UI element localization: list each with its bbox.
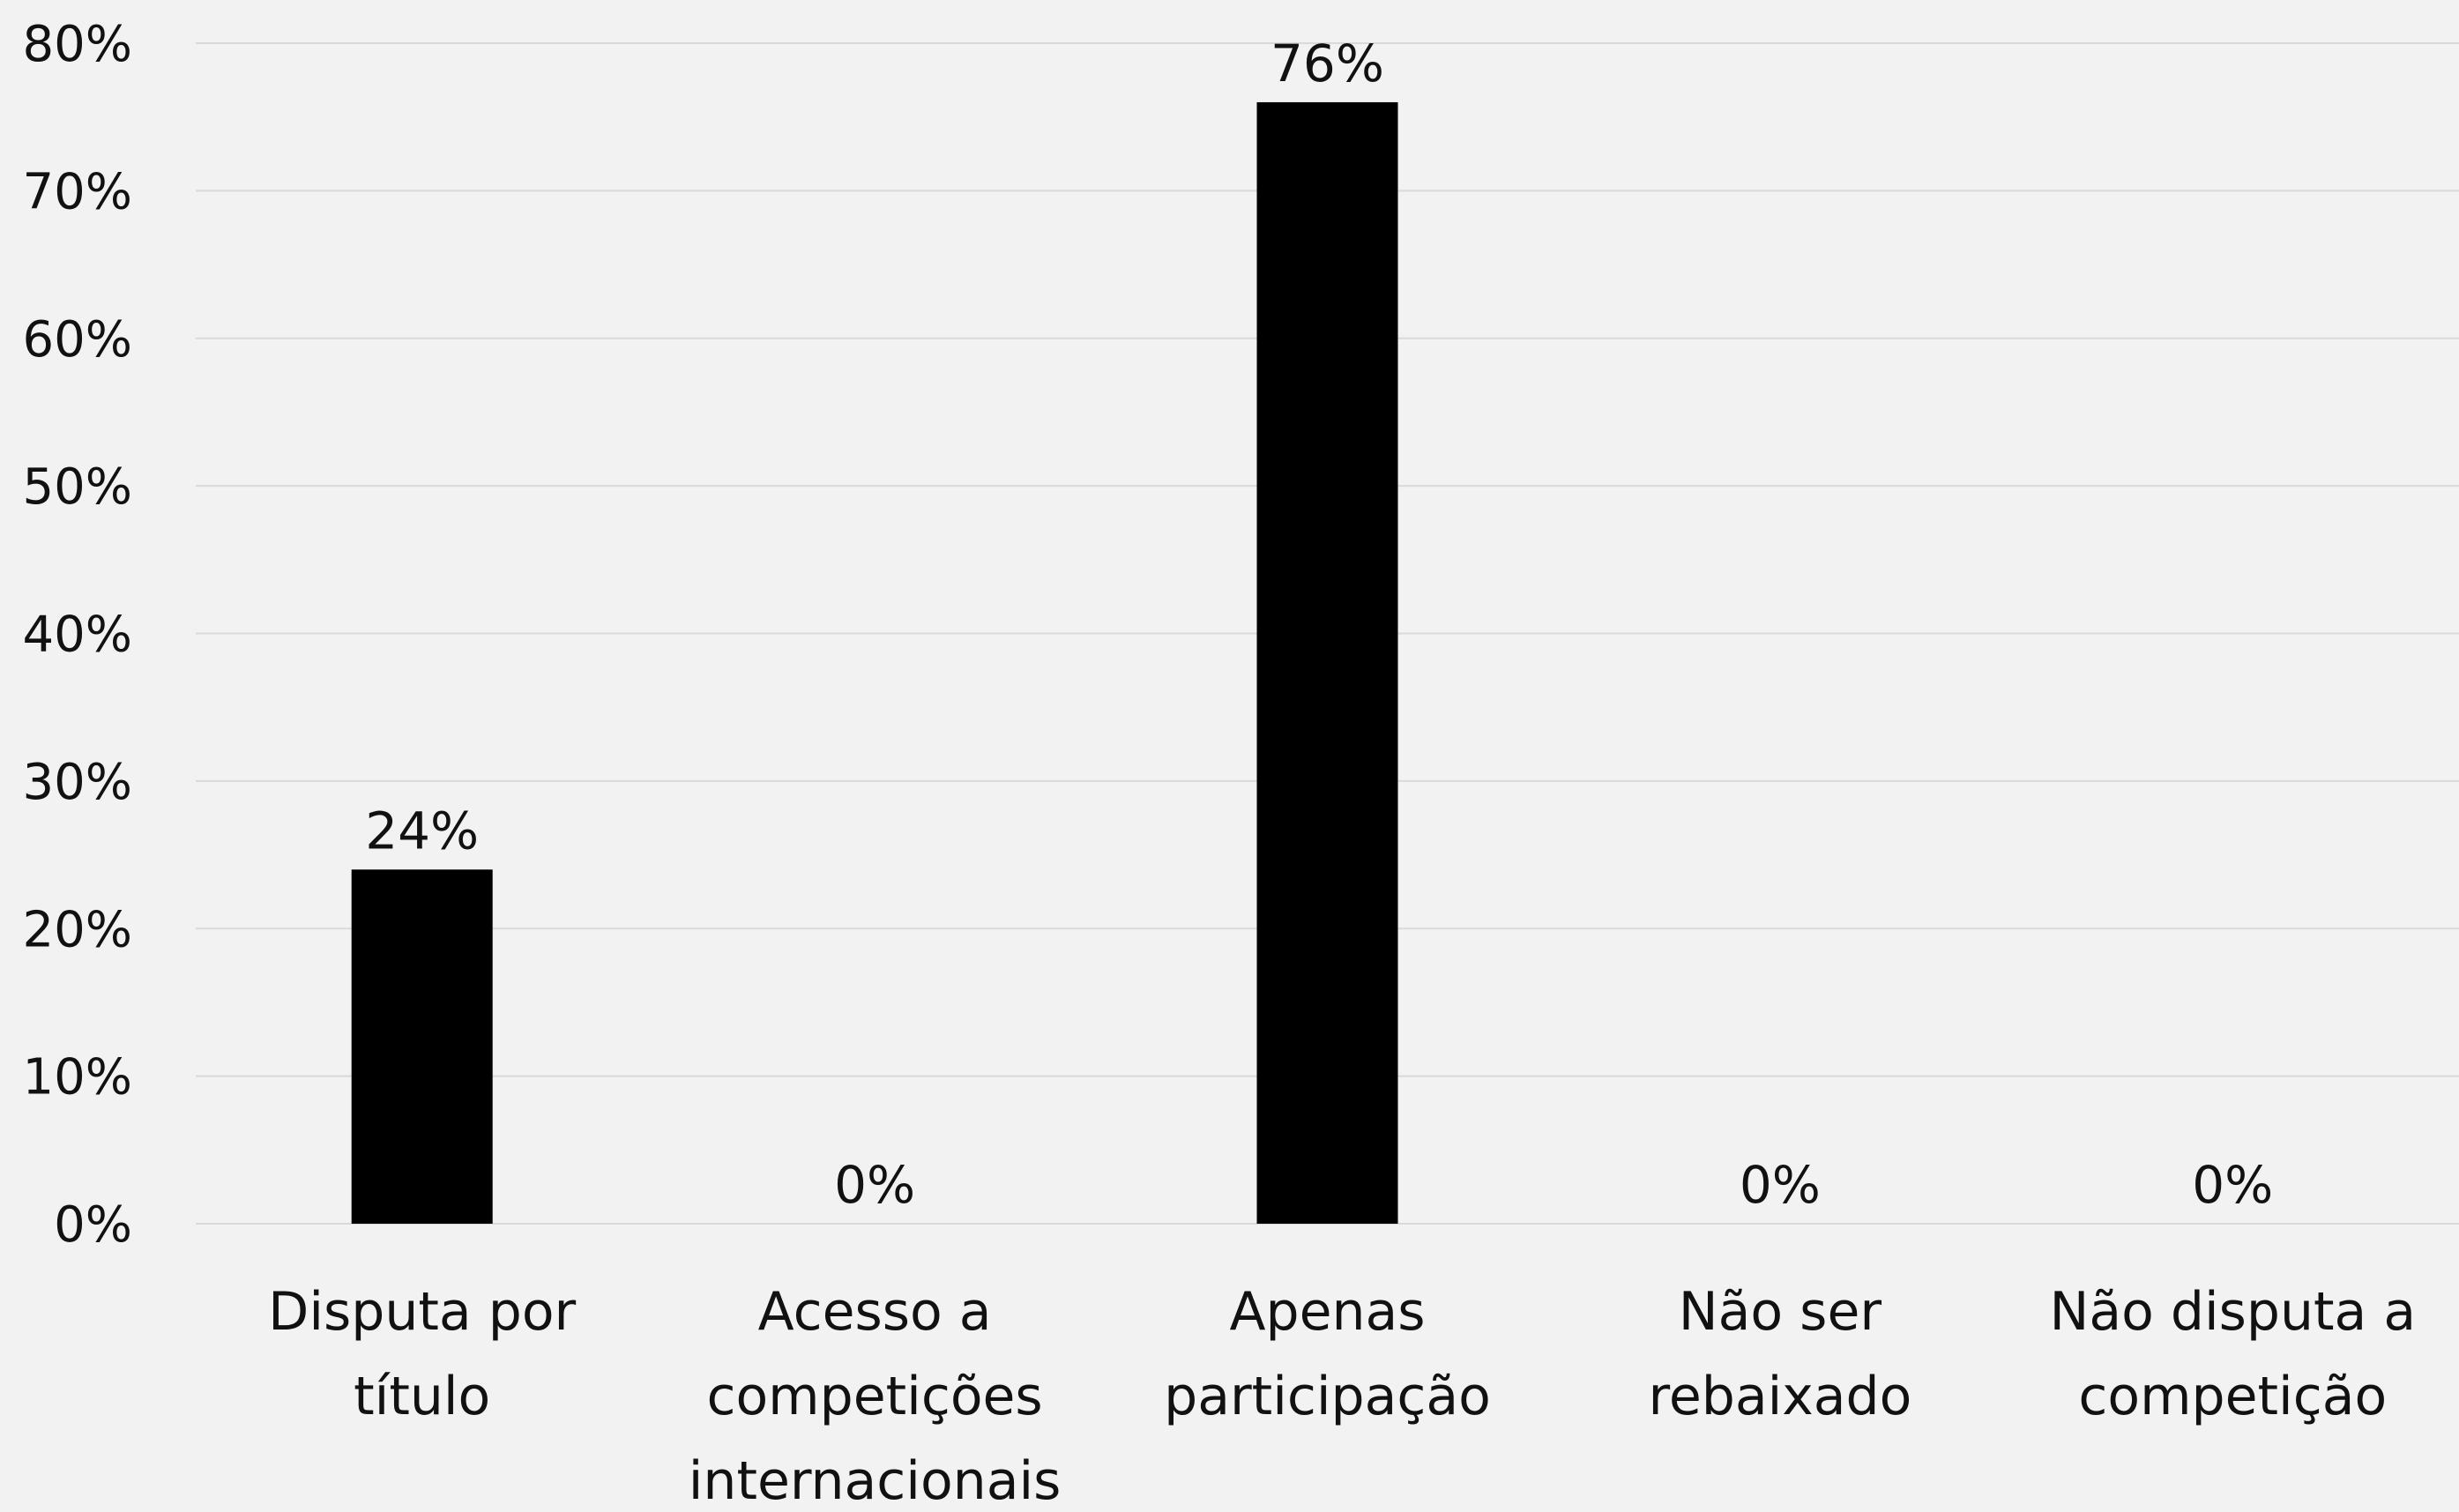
y-tick-label: 0% — [54, 1196, 132, 1254]
y-axis-tick-labels: 0% 10% 20% 30% 40% 50% 60% 70% 80% — [23, 16, 132, 1254]
y-tick-label: 40% — [23, 607, 132, 664]
bar — [1256, 101, 1398, 1225]
x-tick-label: Acesso a competições internacionais — [689, 1281, 1062, 1508]
y-tick-label: 10% — [23, 1049, 132, 1106]
x-tick-label: Apenas participação — [1164, 1281, 1491, 1427]
y-tick-label: 80% — [23, 16, 132, 73]
data-label: 0% — [1740, 1155, 1821, 1215]
x-axis-tick-labels: Disputa por título Acesso a competições inte… — [268, 1281, 2416, 1512]
x-tick-label: Não ser rebaixado — [1648, 1281, 1911, 1427]
y-tick-label: 30% — [23, 754, 132, 811]
x-tick-label: Disputa por título — [268, 1281, 576, 1427]
y-tick-label: 60% — [23, 311, 132, 369]
bar — [351, 869, 493, 1224]
data-label: 76% — [1270, 34, 1384, 93]
data-labels: 24% 0% 76% 0% 0% — [365, 34, 2273, 1215]
x-tick-label: Não disputa a competição — [2049, 1281, 2416, 1427]
bars — [351, 101, 1398, 1225]
y-tick-label: 70% — [23, 163, 132, 220]
data-label: 24% — [365, 801, 479, 860]
y-tick-label: 50% — [23, 458, 132, 516]
data-label: 0% — [2192, 1155, 2273, 1215]
data-label: 0% — [834, 1155, 915, 1215]
y-tick-label: 20% — [23, 901, 132, 958]
